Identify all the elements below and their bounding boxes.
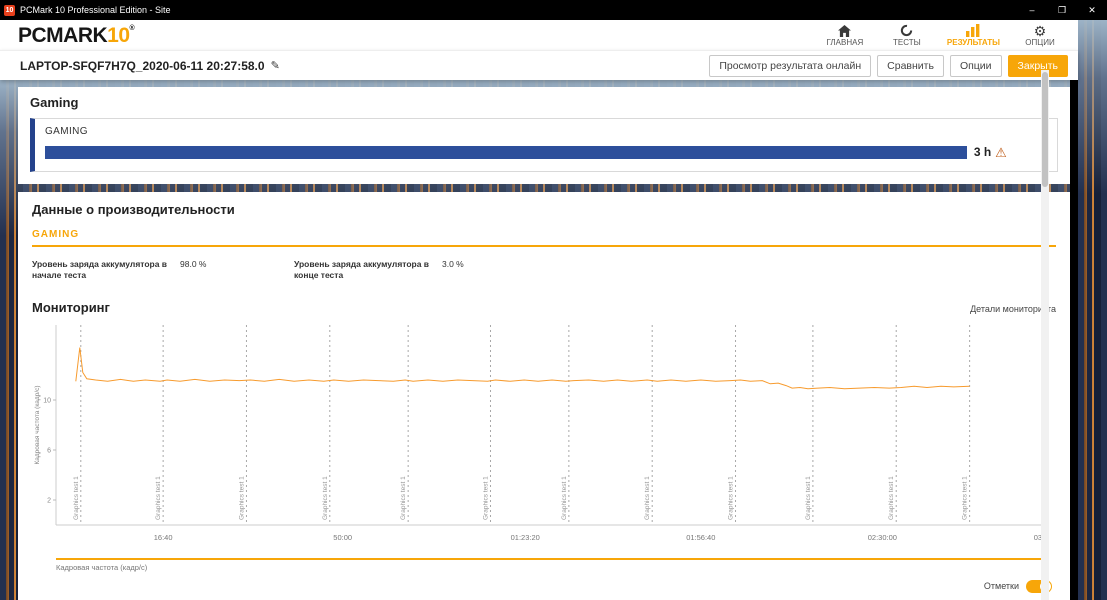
metric-value: 98.0 % — [180, 259, 207, 269]
main-column: PCMARK10® ГЛАВНАЯ ТЕСТЫ — [0, 20, 1078, 600]
vertical-scrollbar[interactable] — [1041, 70, 1049, 600]
titlebar: 10 PCMark 10 Professional Edition - Site… — [0, 0, 1107, 20]
monitoring-chart: Кадровая частота (кадр/с) 2 6 10 Graphics te… — [32, 319, 1056, 554]
close-button[interactable]: Закрыть — [1007, 54, 1068, 77]
nav-label: ГЛАВНАЯ — [826, 37, 864, 47]
svg-text:16:40: 16:40 — [154, 533, 173, 542]
compare-button[interactable]: Сравнить — [877, 54, 944, 77]
frame-rate-chart: Кадровая частота (кадр/с) 2 6 10 Graphics te… — [34, 324, 1048, 542]
nav-tests[interactable]: ТЕСТЫ — [885, 24, 929, 47]
content-area: Gaming GAMING 3 h ⚠ Данные о производите… — [0, 80, 1070, 600]
main-nav: ГЛАВНАЯ ТЕСТЫ РЕЗУЛЬТАТЫ ⚙ ОПЦИИ — [823, 24, 1062, 47]
app-header: PCMARK10® ГЛАВНАЯ ТЕСТЫ — [0, 20, 1078, 50]
performance-heading: Данные о производительности — [32, 202, 235, 217]
nav-label: ОПЦИИ — [1025, 37, 1055, 47]
svg-text:Graphics test 1: Graphics test 1 — [805, 476, 812, 520]
background-photo-strip — [1078, 20, 1107, 600]
gear-icon: ⚙ — [1033, 22, 1047, 39]
orange-divider — [32, 245, 1056, 247]
gaming-card: GAMING 3 h ⚠ — [30, 118, 1058, 172]
svg-text:6: 6 — [47, 447, 51, 454]
nav-home[interactable]: ГЛАВНАЯ — [823, 24, 867, 47]
view-result-online-button[interactable]: Просмотр результата онлайн — [709, 54, 872, 77]
gaming-progress-fill — [45, 145, 967, 159]
svg-text:01:56:40: 01:56:40 — [686, 533, 715, 542]
svg-text:Кадровая частота (кадр/с): Кадровая частота (кадр/с) — [34, 385, 41, 464]
monitoring-heading: Мониторинг — [32, 299, 110, 315]
metric-battery-end: Уровень заряда аккумулятора в конце тест… — [294, 259, 556, 282]
monitoring-details-link[interactable]: Детали мониторинга — [970, 303, 1056, 314]
gaming-summary-panel: Gaming GAMING 3 h ⚠ — [18, 87, 1070, 184]
svg-text:Graphics test 1: Graphics test 1 — [561, 476, 568, 520]
svg-text:50:00: 50:00 — [333, 533, 352, 542]
svg-text:02:30:00: 02:30:00 — [868, 533, 897, 542]
options-button[interactable]: Опции — [949, 54, 1002, 77]
markers-label: Отметки — [983, 581, 1019, 592]
gaming-heading: Gaming — [30, 95, 79, 110]
metric-label: Уровень заряда аккумулятора в конце тест… — [294, 259, 430, 281]
svg-text:Graphics test 1: Graphics test 1 — [322, 476, 329, 520]
metrics-row: Уровень заряда аккумулятора в начале тес… — [32, 259, 1056, 282]
nav-options[interactable]: ⚙ ОПЦИИ — [1018, 24, 1062, 47]
legend-series-line — [56, 557, 1048, 560]
window-minimize-button[interactable]: – — [1029, 5, 1035, 15]
svg-text:Graphics test 1: Graphics test 1 — [482, 476, 489, 520]
legend-label: Кадровая частота (кадр/с) — [56, 562, 148, 572]
svg-text:Graphics test 1: Graphics test 1 — [962, 476, 969, 520]
gaming-progress-row: 3 h ⚠ — [45, 145, 1047, 159]
warning-icon[interactable]: ⚠ — [995, 144, 1007, 160]
gaming-card-label: GAMING — [45, 126, 88, 137]
nav-results[interactable]: РЕЗУЛЬТАТЫ — [947, 24, 1000, 47]
window-close-button[interactable]: ✕ — [1088, 4, 1096, 15]
svg-text:Graphics test 1: Graphics test 1 — [73, 476, 80, 520]
monitoring-header-row: Мониторинг Детали мониторинга — [32, 300, 1056, 315]
result-title: LAPTOP-SFQF7H7Q_2020-06-11 20:27:58.0 — [20, 58, 265, 73]
svg-text:01:23:20: 01:23:20 — [511, 533, 540, 542]
edit-icon[interactable]: ✎ — [270, 60, 280, 72]
svg-text:Graphics test 1: Graphics test 1 — [155, 476, 162, 520]
app-icon: 10 — [4, 4, 15, 16]
scrollbar-thumb[interactable] — [1042, 72, 1048, 187]
metric-value: 3.0 % — [442, 259, 464, 269]
window-maximize-button[interactable]: ❐ — [1057, 4, 1067, 15]
metric-label: Уровень заряда аккумулятора в начале тес… — [32, 259, 168, 281]
metric-battery-start: Уровень заряда аккумулятора в начале тес… — [32, 259, 294, 282]
svg-text:Graphics test 1: Graphics test 1 — [400, 476, 407, 520]
svg-text:Graphics test 1: Graphics test 1 — [728, 476, 735, 520]
chart-footer: Отметки — [32, 579, 1056, 597]
tests-icon — [900, 24, 913, 38]
duration-label: 3 h — [973, 145, 992, 159]
svg-text:Graphics test 1: Graphics test 1 — [644, 476, 651, 520]
svg-text:10: 10 — [43, 397, 51, 404]
results-icon — [966, 24, 980, 38]
performance-panel: Данные о производительности GAMING Урове… — [18, 192, 1070, 600]
svg-text:2: 2 — [47, 497, 51, 504]
svg-text:Graphics test 1: Graphics test 1 — [888, 476, 895, 520]
nav-label: РЕЗУЛЬТАТЫ — [946, 37, 1000, 47]
window-title: PCMark 10 Professional Edition - Site — [20, 5, 171, 15]
pcmark-logo: PCMARK10® — [18, 23, 135, 47]
result-toolbar: LAPTOP-SFQF7H7Q_2020-06-11 20:27:58.0 ✎ … — [0, 50, 1078, 80]
performance-subheading: GAMING — [32, 229, 80, 240]
home-icon — [838, 24, 852, 38]
svg-text:Graphics test 1: Graphics test 1 — [238, 476, 245, 520]
nav-label: ТЕСТЫ — [893, 37, 921, 47]
